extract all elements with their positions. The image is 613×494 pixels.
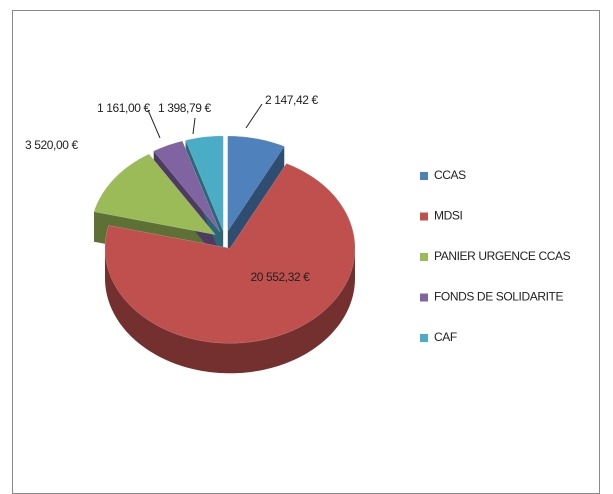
value-label: 3 520,00 €	[25, 138, 78, 152]
legend-swatch	[420, 172, 428, 180]
legend-swatch	[420, 253, 428, 261]
value-label: 20 552,32 €	[251, 270, 311, 284]
leader-line	[192, 117, 196, 135]
legend-label: CAF	[434, 330, 457, 344]
pie-slice	[104, 163, 356, 344]
leader-line	[245, 103, 263, 129]
value-label: 1 161,00 €	[97, 101, 150, 115]
value-label: 1 398,79 €	[158, 101, 211, 115]
legend-label: CCAS	[434, 168, 466, 182]
legend-swatch	[420, 334, 428, 342]
legend-label: FONDS DE SOLIDARITE	[434, 290, 563, 304]
legend-label: PANIER URGENCE CCAS	[434, 249, 571, 263]
pie-tops	[93, 135, 356, 344]
legend-swatch	[420, 212, 428, 221]
leader-line	[147, 109, 161, 139]
legend-swatch	[420, 293, 428, 302]
pie-slice	[227, 135, 285, 232]
pie-slice	[185, 135, 224, 232]
pie-slice	[93, 153, 216, 236]
legend-label: MDSI	[434, 209, 462, 223]
pie-slice	[153, 140, 221, 232]
value-label: 2 147,42 €	[265, 93, 318, 107]
labels: 2 147,42 € 20 552,32 € 3 520,00 € 1 161,00 …	[25, 93, 319, 284]
legend: CCAS MDSI PANIER URGENCE CCAS FONDS DE SOLI…	[420, 168, 571, 344]
